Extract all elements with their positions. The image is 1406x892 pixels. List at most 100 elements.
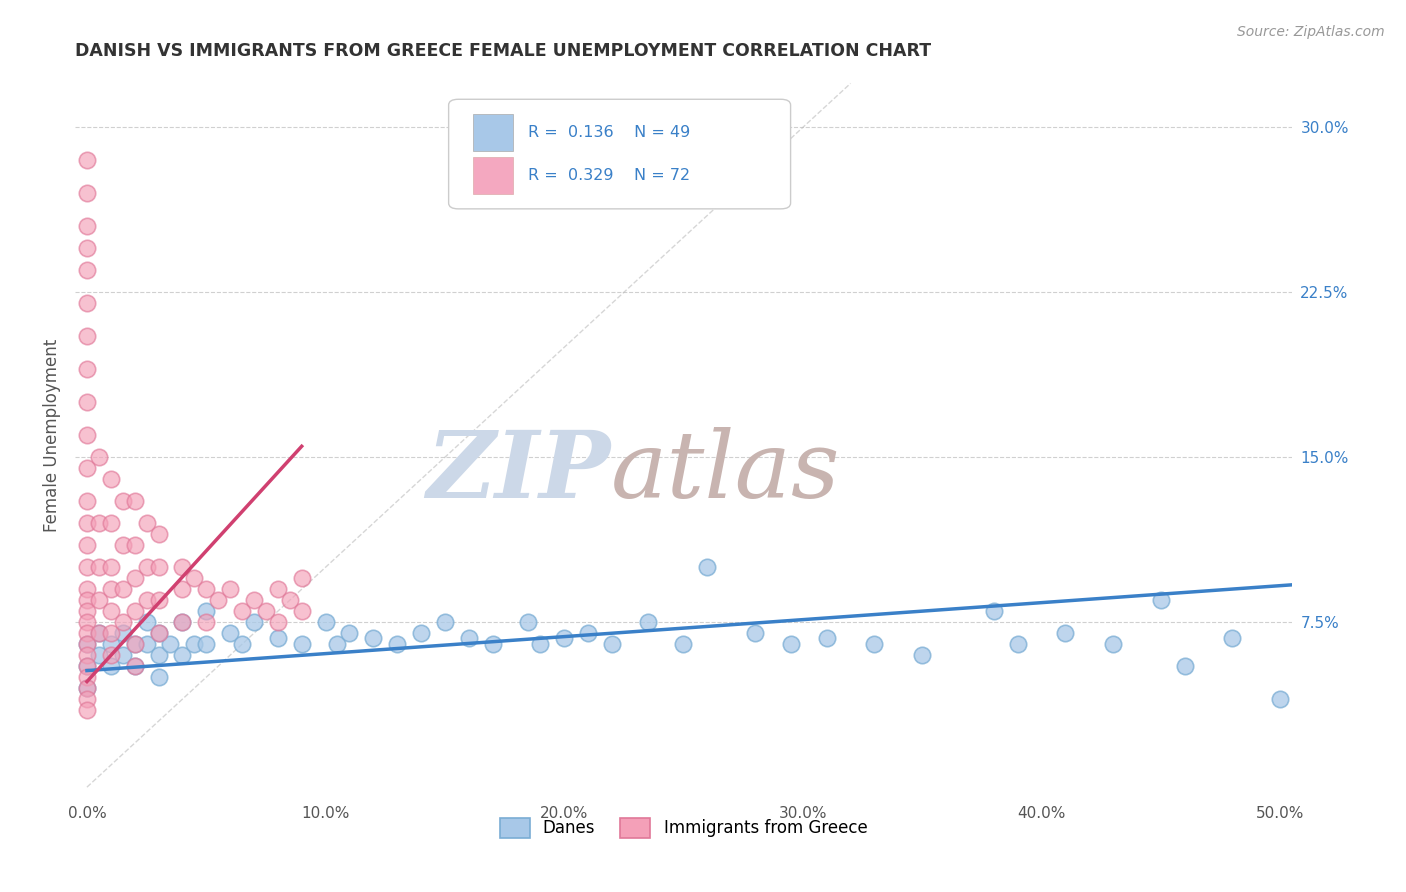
Point — [195, 582, 218, 597]
Point — [409, 626, 432, 640]
Point — [219, 626, 242, 640]
Point — [100, 637, 122, 651]
Legend: Danes, Immigrants from Greece: Danes, Immigrants from Greece — [494, 812, 875, 844]
Point — [111, 615, 134, 630]
Point — [231, 604, 253, 618]
Point — [744, 626, 766, 640]
Point — [696, 560, 718, 574]
Point — [76, 637, 98, 651]
Point — [124, 637, 146, 651]
Point — [207, 593, 229, 607]
Point — [780, 637, 803, 651]
Point — [100, 582, 122, 597]
Point — [172, 648, 194, 663]
Point — [76, 296, 98, 310]
Point — [87, 626, 110, 640]
Point — [76, 593, 98, 607]
Point — [159, 637, 181, 651]
Point — [815, 631, 838, 645]
Point — [100, 648, 122, 663]
Point — [291, 571, 314, 585]
Point — [87, 593, 110, 607]
Point — [183, 571, 205, 585]
FancyBboxPatch shape — [472, 157, 513, 194]
Point — [124, 571, 146, 585]
Point — [87, 450, 110, 465]
Point — [637, 615, 659, 630]
Point — [863, 637, 886, 651]
Point — [111, 494, 134, 508]
Point — [148, 670, 170, 684]
Point — [278, 593, 301, 607]
Point — [87, 648, 110, 663]
Point — [600, 637, 623, 651]
Point — [100, 472, 122, 486]
Point — [183, 637, 205, 651]
Point — [219, 582, 242, 597]
Point — [76, 604, 98, 618]
Point — [100, 516, 122, 531]
Point — [195, 637, 218, 651]
Point — [529, 637, 551, 651]
Point — [326, 637, 349, 651]
Point — [231, 637, 253, 651]
Point — [76, 494, 98, 508]
Point — [1054, 626, 1077, 640]
Point — [87, 516, 110, 531]
Text: DANISH VS IMMIGRANTS FROM GREECE FEMALE UNEMPLOYMENT CORRELATION CHART: DANISH VS IMMIGRANTS FROM GREECE FEMALE … — [75, 42, 931, 60]
Point — [148, 593, 170, 607]
Point — [135, 637, 157, 651]
Point — [100, 604, 122, 618]
Point — [124, 538, 146, 552]
Point — [76, 560, 98, 574]
Point — [87, 626, 110, 640]
Point — [76, 329, 98, 343]
Point — [254, 604, 277, 618]
Point — [100, 626, 122, 640]
Point — [172, 560, 194, 574]
Point — [76, 186, 98, 201]
Point — [76, 461, 98, 475]
Point — [1174, 659, 1197, 673]
Point — [172, 615, 194, 630]
Point — [433, 615, 456, 630]
Point — [983, 604, 1005, 618]
Point — [1102, 637, 1125, 651]
Point — [553, 631, 575, 645]
Point — [1150, 593, 1173, 607]
Point — [100, 659, 122, 673]
Point — [76, 615, 98, 630]
Point — [148, 626, 170, 640]
Point — [124, 604, 146, 618]
Point — [267, 631, 290, 645]
Point — [76, 692, 98, 706]
Point — [111, 538, 134, 552]
Point — [172, 582, 194, 597]
Point — [1007, 637, 1029, 651]
Point — [385, 637, 408, 651]
Point — [267, 582, 290, 597]
Point — [135, 560, 157, 574]
Point — [76, 241, 98, 255]
Point — [111, 626, 134, 640]
Point — [135, 593, 157, 607]
Point — [291, 637, 314, 651]
Point — [76, 626, 98, 640]
Text: R =  0.136    N = 49: R = 0.136 N = 49 — [527, 125, 690, 140]
Point — [339, 626, 361, 640]
Point — [124, 659, 146, 673]
FancyBboxPatch shape — [449, 99, 790, 209]
FancyBboxPatch shape — [472, 114, 513, 151]
Point — [243, 593, 266, 607]
Point — [267, 615, 290, 630]
Point — [76, 153, 98, 168]
Point — [76, 670, 98, 684]
Point — [111, 582, 134, 597]
Point — [517, 615, 540, 630]
Point — [135, 615, 157, 630]
Point — [195, 615, 218, 630]
Point — [76, 538, 98, 552]
Point — [76, 681, 98, 696]
Point — [76, 703, 98, 717]
Point — [576, 626, 599, 640]
